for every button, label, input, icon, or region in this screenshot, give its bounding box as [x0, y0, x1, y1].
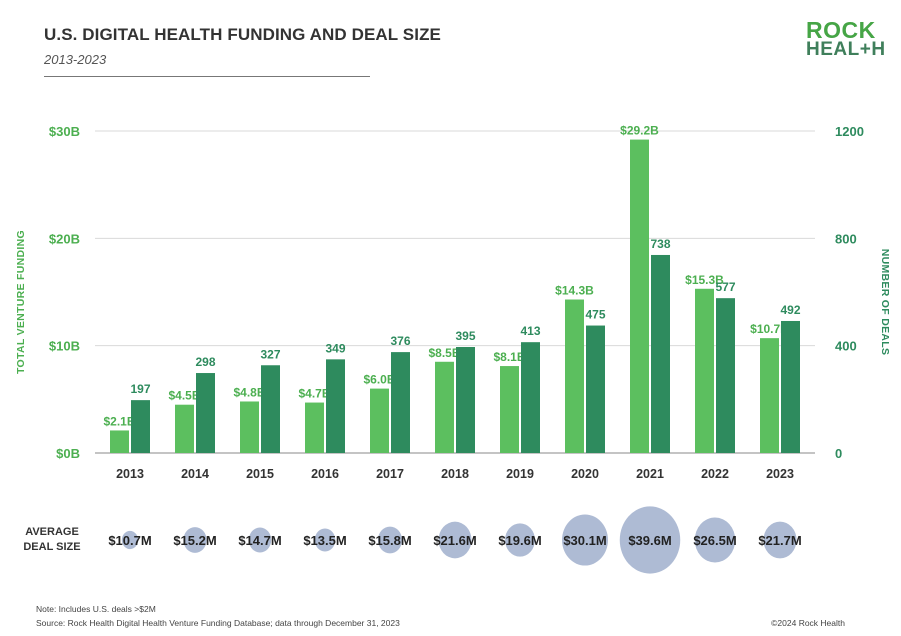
title-divider — [44, 76, 370, 77]
deals-bar-label: 349 — [325, 341, 345, 355]
deals-bar — [651, 254, 670, 453]
footnote-note: Note: Includes U.S. deals >$2M — [36, 604, 156, 614]
deals-bar — [196, 373, 215, 453]
funding-bar-label: $2.1B — [103, 414, 135, 428]
funding-bar — [695, 288, 714, 453]
x-tick-label: 2016 — [311, 467, 339, 481]
copyright: ©2024 Rock Health — [771, 618, 845, 628]
deals-bar — [326, 359, 345, 453]
deals-bar — [261, 365, 280, 453]
deal-size-label: $19.6M — [498, 533, 541, 548]
deals-bar — [781, 320, 800, 453]
deal-size-label: $15.2M — [173, 533, 216, 548]
deal-size-label: $30.1M — [563, 533, 606, 548]
deal-size-label: $15.8M — [368, 533, 411, 548]
x-tick-label: 2013 — [116, 467, 144, 481]
deal-size-bubble — [562, 514, 608, 566]
funding-bar-label: $4.5B — [168, 389, 200, 403]
funding-bar-label: $8.1B — [493, 350, 525, 364]
deals-bar — [456, 347, 475, 453]
funding-bar — [175, 404, 194, 453]
deal-size-bubble — [438, 521, 472, 559]
y-tick-label-left: $10B — [49, 339, 80, 354]
funding-bar — [630, 139, 649, 453]
y-tick-label-left: $0B — [56, 446, 80, 461]
funding-bar-label: $6.0B — [363, 373, 395, 387]
funding-bar-label: $4.8B — [233, 385, 265, 399]
y-tick-label-right: 800 — [835, 231, 857, 246]
rock-health-logo: ROCK HEAL+H — [806, 17, 886, 60]
funding-bar — [760, 338, 779, 453]
deal-size-bubble — [248, 527, 272, 553]
y-tick-label-right: 400 — [835, 339, 857, 354]
x-tick-label: 2018 — [441, 467, 469, 481]
deal-size-label: $39.6M — [628, 533, 671, 548]
y-tick-label-left: $20B — [49, 231, 80, 246]
deal-size-label: $21.7M — [758, 533, 801, 548]
y-tick-label-right: 0 — [835, 446, 842, 461]
funding-bar — [435, 361, 454, 453]
deals-bar-label: 376 — [390, 334, 410, 348]
y-tick-label-left: $30B — [49, 124, 80, 139]
deals-bar-label: 492 — [780, 303, 800, 317]
x-tick-label: 2015 — [246, 467, 274, 481]
deals-bar — [521, 342, 540, 453]
deal-size-bubble — [183, 527, 207, 553]
x-tick-label: 2014 — [181, 467, 209, 481]
x-tick-label: 2021 — [636, 467, 664, 481]
chart-title: U.S. DIGITAL HEALTH FUNDING AND DEAL SIZ… — [44, 25, 441, 44]
funding-bar-label: $10.7B — [750, 322, 789, 336]
deals-bar-label: 395 — [455, 329, 475, 343]
deals-bar-label: 327 — [260, 347, 280, 361]
funding-bar-label: $4.7B — [298, 387, 330, 401]
deals-bar — [716, 298, 735, 453]
deals-bar — [391, 352, 410, 453]
y-axis-title-right: NUMBER OF DEALS — [879, 249, 891, 356]
deal-size-bubble — [314, 528, 336, 552]
bubble-row-label-line2: DEAL SIZE — [23, 541, 80, 553]
footnote-source: Source: Rock Health Digital Health Ventu… — [36, 618, 400, 628]
funding-bar — [110, 430, 129, 453]
funding-bar-label: $14.3B — [555, 284, 594, 298]
deal-size-label: $10.7M — [108, 533, 151, 548]
funding-bar — [500, 366, 519, 453]
y-axis-title-left: TOTAL VENTURE FUNDING — [15, 230, 27, 374]
funding-bar-label: $8.5B — [428, 346, 460, 360]
deal-size-bubble — [694, 517, 736, 563]
deal-size-bubble — [763, 521, 797, 559]
deal-size-bubble — [121, 530, 139, 550]
x-tick-label: 2020 — [571, 467, 599, 481]
deals-bar — [131, 400, 150, 453]
deal-size-label: $14.7M — [238, 533, 281, 548]
deal-size-bubble — [619, 506, 681, 574]
funding-bar-label: $15.3B — [685, 273, 724, 287]
funding-bar — [305, 402, 324, 453]
deal-size-bubble — [377, 526, 403, 554]
bubble-row-label-line1: AVERAGE — [25, 526, 79, 538]
deals-bar-label: 475 — [585, 308, 605, 322]
deals-bar-label: 413 — [520, 324, 540, 338]
x-tick-label: 2017 — [376, 467, 404, 481]
deals-bar-label: 298 — [195, 355, 215, 369]
y-tick-label-right: 1200 — [835, 124, 864, 139]
deal-size-label: $26.5M — [693, 533, 736, 548]
x-tick-label: 2019 — [506, 467, 534, 481]
deals-bar-label: 577 — [715, 280, 735, 294]
deal-size-label: $21.6M — [433, 533, 476, 548]
deals-bar-label: 197 — [130, 382, 150, 396]
deals-bar — [586, 325, 605, 453]
chart-subtitle: 2013-2023 — [44, 52, 107, 67]
funding-bar — [565, 299, 584, 453]
funding-bar-label: $29.2B — [620, 124, 659, 138]
deals-bar-label: 738 — [650, 237, 670, 251]
x-tick-label: 2022 — [701, 467, 729, 481]
logo-line-2: HEAL+H — [806, 39, 886, 60]
logo-line-1: ROCK — [806, 17, 876, 43]
funding-bar — [370, 388, 389, 453]
deal-size-bubble — [505, 523, 535, 557]
x-tick-label: 2023 — [766, 467, 794, 481]
deal-size-label: $13.5M — [303, 533, 346, 548]
funding-bar — [240, 401, 259, 453]
